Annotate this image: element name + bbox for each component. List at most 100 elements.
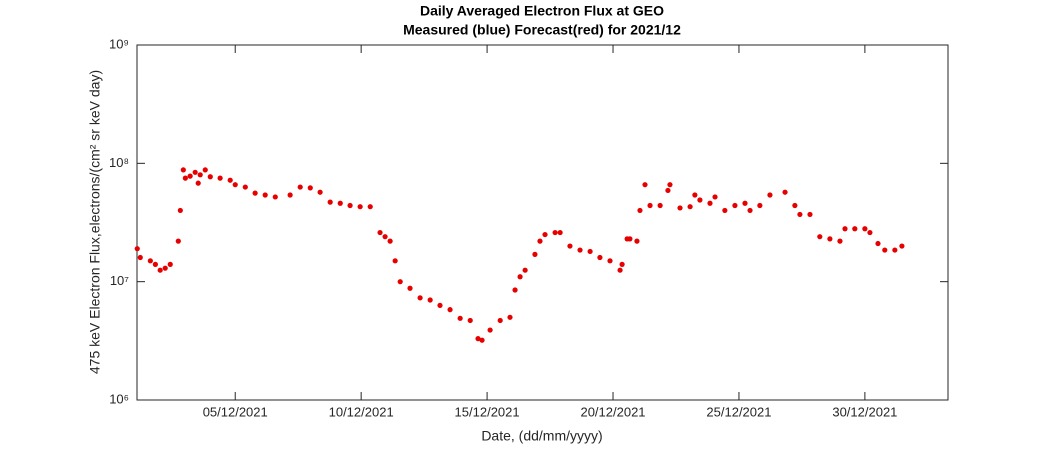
data-point: [517, 274, 523, 280]
data-point: [457, 315, 463, 321]
data-point: [197, 172, 203, 178]
data-point: [195, 180, 201, 186]
data-point: [479, 337, 485, 343]
data-point: [617, 267, 623, 273]
data-point: [307, 185, 313, 191]
data-point: [782, 189, 788, 195]
data-point: [337, 200, 343, 206]
data-point: [862, 226, 868, 232]
data-point: [180, 167, 186, 173]
data-point: [397, 279, 403, 285]
chart-title: Daily Averaged Electron Flux at GEO: [420, 3, 664, 19]
data-point: [577, 247, 583, 253]
data-point: [882, 247, 888, 253]
y-tick-label: 10⁸: [109, 155, 129, 170]
data-point: [867, 229, 873, 236]
y-tick-label: 10⁶: [109, 391, 129, 406]
data-point: [619, 261, 625, 267]
data-point: [597, 254, 603, 261]
data-point: [642, 182, 648, 188]
data-point: [657, 202, 663, 209]
data-point: [667, 182, 673, 188]
data-point: [852, 226, 858, 232]
data-point: [382, 234, 388, 240]
data-point: [252, 190, 258, 196]
x-tick-label: 05/12/2021: [203, 404, 268, 419]
chart-subtitle: Measured (blue) Forecast(red) for 2021/1…: [403, 22, 681, 38]
data-point: [722, 207, 728, 214]
data-point: [187, 173, 193, 179]
data-point: [607, 258, 613, 264]
data-point: [467, 317, 473, 324]
data-point: [567, 243, 573, 249]
data-point: [227, 177, 233, 183]
data-point: [797, 211, 803, 218]
data-point: [742, 200, 748, 206]
data-point: [497, 317, 503, 324]
y-tick-label: 10⁹: [109, 36, 129, 51]
data-point: [357, 204, 363, 210]
data-point: [507, 314, 513, 320]
data-point: [447, 307, 453, 313]
data-point: [475, 336, 481, 342]
data-point: [552, 229, 558, 236]
data-point: [542, 231, 548, 238]
data-point: [437, 302, 443, 309]
data-point: [137, 254, 143, 261]
y-axis-label: 475 keV Electron Flux,electrons/(cm² sr …: [87, 70, 103, 374]
data-point: [487, 327, 493, 333]
data-point: [175, 238, 181, 244]
data-point: [827, 236, 833, 242]
data-point: [232, 182, 238, 188]
data-point: [522, 267, 528, 273]
data-point: [677, 205, 683, 211]
x-tick-label: 30/12/2021: [832, 404, 897, 419]
data-point: [747, 207, 753, 214]
x-tick-label: 10/12/2021: [329, 404, 394, 419]
data-point: [147, 258, 153, 264]
data-point: [732, 202, 738, 209]
data-point: [692, 192, 698, 198]
data-point: [697, 197, 703, 203]
data-point: [875, 240, 881, 247]
data-point: [647, 202, 653, 209]
plot-frame: [136, 44, 949, 401]
data-point: [665, 187, 671, 194]
y-tick-label: 10⁷: [110, 273, 129, 288]
data-point: [162, 265, 168, 271]
data-point: [167, 261, 173, 267]
data-point: [297, 184, 303, 190]
data-point: [207, 174, 213, 180]
data-point: [262, 192, 268, 198]
data-point: [557, 229, 563, 236]
data-point: [387, 238, 393, 244]
data-point: [537, 238, 543, 244]
data-point: [367, 204, 373, 210]
data-point: [842, 226, 848, 232]
data-point: [892, 247, 898, 253]
data-point: [587, 248, 593, 255]
data-point: [792, 202, 798, 209]
data-point: [712, 194, 718, 200]
data-point: [407, 285, 413, 291]
data-point: [807, 211, 813, 218]
data-point: [317, 189, 323, 195]
data-point: [377, 229, 383, 236]
data-point: [157, 267, 163, 273]
data-point: [757, 202, 763, 209]
x-tick-label: 15/12/2021: [455, 404, 520, 419]
data-point: [634, 238, 640, 244]
data-point: [192, 169, 198, 175]
data-point: [512, 287, 518, 293]
data-point: [134, 246, 140, 252]
data-point: [427, 297, 433, 303]
x-axis-label: Date, (dd/mm/yyyy): [481, 428, 602, 444]
data-point: [177, 207, 183, 214]
data-point: [817, 234, 823, 240]
data-point: [687, 204, 693, 210]
x-tick-label: 20/12/2021: [580, 404, 645, 419]
data-point: [899, 243, 905, 249]
data-point: [287, 192, 293, 198]
